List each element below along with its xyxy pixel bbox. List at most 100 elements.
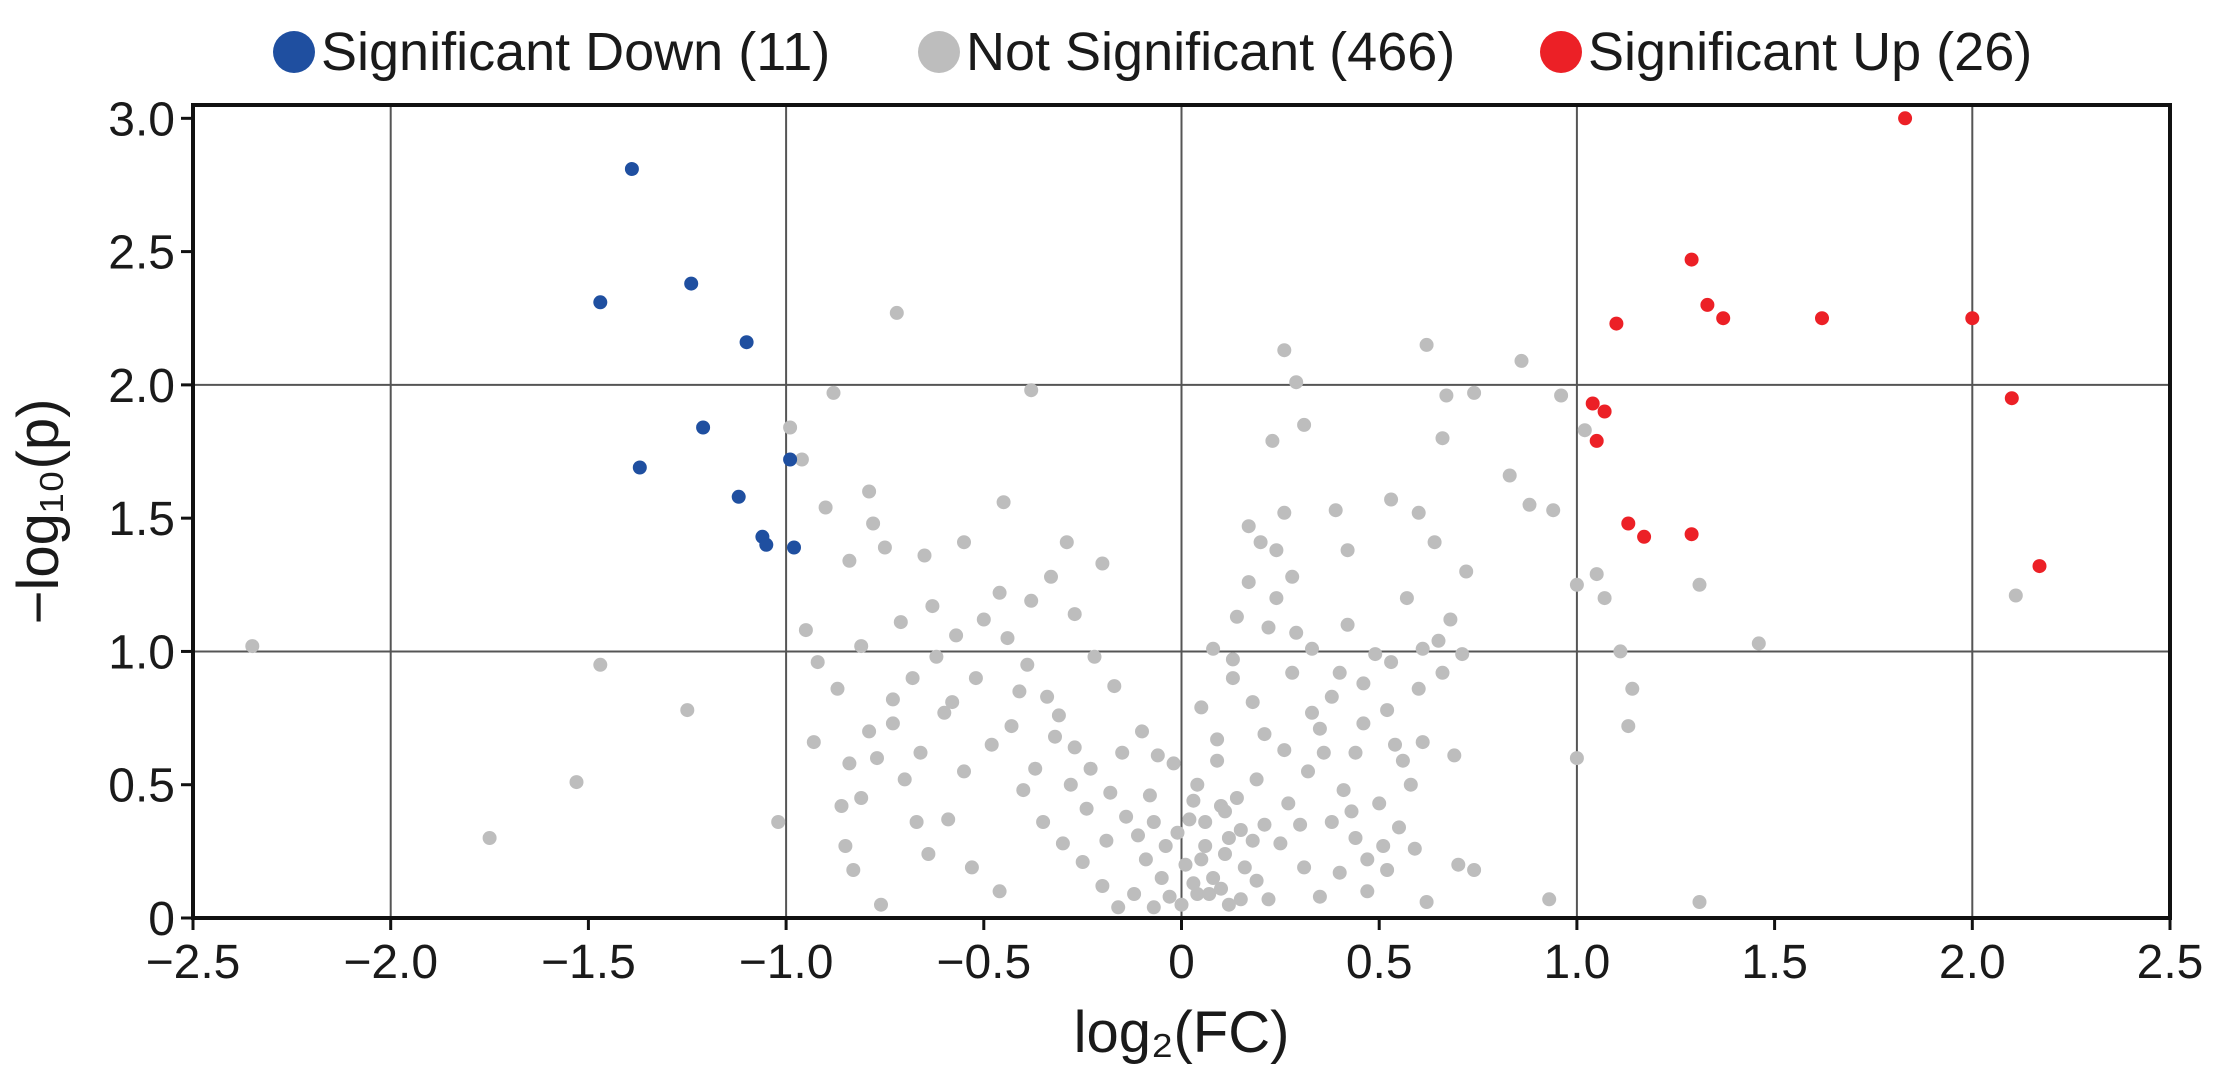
point-not-significant (1392, 820, 1406, 835)
point-not-significant (889, 305, 904, 320)
point-not-significant (992, 585, 1007, 600)
point-not-significant (1249, 772, 1264, 787)
point-not-significant (1186, 793, 1201, 808)
point-not-significant (1221, 831, 1236, 845)
point-not-significant (826, 385, 841, 400)
point-not-significant (1419, 337, 1434, 352)
point-not-significant (1301, 764, 1315, 779)
point-not-significant (1332, 865, 1347, 880)
point-not-significant (1190, 887, 1205, 901)
point-not-significant (1154, 871, 1169, 885)
point-not-significant (794, 452, 809, 467)
y-tick-label: 1.5 (108, 493, 175, 546)
point-not-significant (1380, 863, 1395, 877)
point-significant-up (1589, 433, 1604, 448)
point-not-significant (1261, 892, 1276, 907)
y-tick-label: 2.0 (108, 360, 175, 413)
point-not-significant (1186, 876, 1201, 891)
x-axis-title: log₂(FC) (1074, 1000, 1290, 1065)
point-not-significant (1004, 719, 1019, 734)
legend-item-not-significant: Not Significant (466) (918, 22, 1455, 82)
point-not-significant (842, 756, 857, 771)
point-not-significant (945, 695, 960, 710)
point-not-significant (1502, 468, 1517, 483)
point-not-significant (1269, 543, 1284, 558)
y-tick-label: 2.5 (108, 227, 175, 280)
point-significant-down (731, 489, 746, 504)
point-not-significant (1459, 564, 1474, 579)
legend-label-not-significant: Not Significant (466) (966, 22, 1456, 82)
point-not-significant (1285, 569, 1300, 584)
point-significant-down (684, 276, 699, 291)
point-not-significant (1376, 839, 1391, 853)
point-not-significant (984, 737, 999, 752)
point-not-significant (1024, 383, 1039, 398)
point-not-significant (1166, 756, 1181, 771)
legend-item-significant-up: Significant Up (26) (1540, 22, 2032, 82)
point-not-significant (964, 860, 979, 875)
point-not-significant (1316, 745, 1331, 760)
point-not-significant (1340, 617, 1355, 632)
point-not-significant (1241, 575, 1256, 590)
point-not-significant (593, 657, 608, 672)
point-not-significant (1044, 569, 1058, 584)
point-not-significant (897, 772, 912, 787)
point-not-significant (854, 639, 869, 654)
point-not-significant (913, 745, 928, 760)
point-significant-down (787, 540, 801, 555)
point-not-significant (1095, 879, 1110, 893)
point-not-significant (1356, 716, 1371, 731)
x-tick-label: 1.5 (1741, 936, 1808, 989)
point-not-significant (996, 495, 1011, 510)
point-not-significant (1253, 535, 1268, 550)
point-not-significant (1360, 884, 1375, 899)
point-not-significant (1297, 860, 1312, 875)
point-not-significant (1395, 753, 1410, 768)
point-not-significant (830, 681, 845, 696)
point-not-significant (1589, 567, 1604, 582)
point-not-significant (1435, 665, 1450, 680)
point-not-significant (1095, 556, 1110, 571)
point-significant-down (783, 452, 798, 467)
point-not-significant (1237, 860, 1252, 875)
point-not-significant (1131, 828, 1145, 843)
point-not-significant (1079, 801, 1094, 816)
point-significant-up (2004, 391, 2019, 406)
point-not-significant (1138, 852, 1153, 867)
grid-lines (193, 105, 2170, 918)
point-not-significant (1692, 895, 1707, 909)
point-not-significant (842, 553, 857, 568)
point-not-significant (1467, 863, 1482, 877)
point-significant-down (739, 335, 754, 350)
point-not-significant (1332, 665, 1347, 680)
point-significant-down (593, 295, 608, 310)
point-not-significant (1210, 753, 1225, 768)
point-not-significant (1360, 852, 1375, 867)
x-tick-label: −1.0 (739, 936, 834, 989)
point-not-significant (1305, 641, 1319, 656)
not-significant-marker-icon (918, 31, 960, 73)
point-not-significant (1312, 721, 1327, 736)
point-not-significant (1522, 497, 1537, 512)
point-significant-up (1716, 311, 1731, 326)
point-not-significant (1059, 535, 1074, 550)
point-not-significant (1245, 833, 1260, 848)
point-not-significant (1103, 785, 1118, 800)
y-tick-label: 0 (148, 893, 175, 946)
x-tick-label: 1.0 (1544, 936, 1611, 989)
y-tick-label: 1.0 (108, 626, 175, 679)
significant-down-marker-icon (273, 31, 315, 73)
point-not-significant (957, 764, 971, 779)
point-not-significant (1277, 505, 1292, 520)
point-not-significant (1577, 423, 1592, 438)
point-not-significant (1546, 503, 1561, 518)
point-not-significant (1542, 892, 1557, 907)
point-not-significant (866, 516, 881, 531)
point-not-significant (1443, 612, 1458, 627)
point-not-significant (846, 863, 861, 877)
point-not-significant (992, 884, 1007, 899)
point-not-significant (2008, 588, 2023, 603)
point-not-significant (1202, 887, 1217, 901)
point-not-significant (1083, 761, 1098, 776)
point-not-significant (1569, 577, 1584, 592)
